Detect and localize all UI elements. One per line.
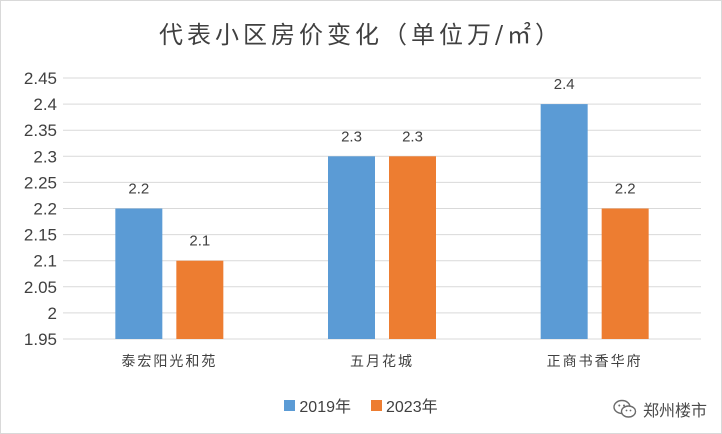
legend-label: 2019年 — [299, 399, 351, 416]
y-tick-label: 2.15 — [24, 226, 57, 245]
data-label: 2.4 — [554, 76, 575, 93]
y-tick-label: 2.4 — [33, 95, 57, 114]
data-label: 2.2 — [615, 181, 636, 198]
x-category-label: 五月花城 — [350, 354, 414, 370]
x-category-label: 正商书香华府 — [547, 354, 643, 370]
chart-title: 代表小区房价变化（单位万/㎡） — [158, 21, 564, 49]
legend-swatch — [371, 399, 382, 411]
y-tick-label: 2.35 — [24, 121, 57, 140]
watermark: 郑州楼市 — [613, 397, 707, 421]
y-tick-label: 2.05 — [24, 278, 57, 297]
y-tick-label: 2 — [48, 304, 57, 323]
data-label: 2.3 — [402, 128, 423, 145]
bar — [540, 104, 588, 339]
y-tick-label: 2.45 — [24, 69, 57, 88]
bar — [389, 156, 436, 339]
bar — [601, 208, 649, 339]
y-tick-label: 2.1 — [33, 252, 57, 271]
bar — [328, 156, 375, 339]
legend-swatch — [284, 399, 296, 411]
data-label: 2.2 — [128, 181, 149, 198]
x-category-label: 泰宏阳光和苑 — [121, 354, 217, 370]
watermark-text: 郑州楼市 — [642, 401, 707, 420]
legend-item: 2019年 — [284, 393, 351, 417]
y-tick-label: 2.25 — [24, 173, 57, 192]
y-tick-label: 2.3 — [33, 147, 57, 166]
y-tick-label: 1.95 — [24, 330, 57, 349]
data-label: 2.3 — [341, 128, 362, 145]
data-label: 2.1 — [189, 233, 210, 250]
bar — [115, 208, 163, 339]
y-tick-label: 2.2 — [33, 200, 57, 219]
legend-label: 2023年 — [386, 399, 438, 416]
chart-legend: 2019年 2023年 — [1, 393, 721, 417]
bar — [176, 260, 224, 339]
wechat-icon — [613, 399, 637, 418]
legend-item: 2023年 — [371, 393, 438, 417]
